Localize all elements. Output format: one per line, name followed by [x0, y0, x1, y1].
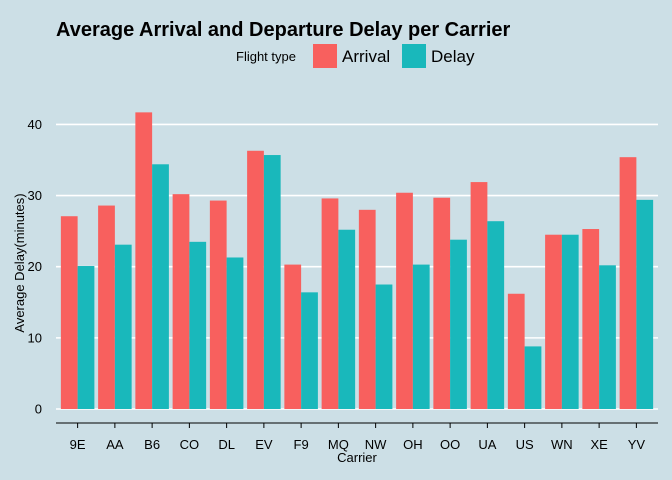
x-tick-label-wn: WN	[551, 437, 573, 452]
x-axis-label: Carrier	[337, 450, 377, 465]
x-tick-label-us: US	[516, 437, 534, 452]
bar-arrival-xe	[582, 229, 600, 409]
x-tick-label-9e: 9E	[70, 437, 86, 452]
bar-arrival-mq	[321, 198, 339, 409]
bar-arrival-f9	[284, 264, 302, 409]
x-tick-label-f9: F9	[294, 437, 309, 452]
bar-arrival-ua	[470, 182, 488, 409]
bar-arrival-aa	[98, 205, 115, 409]
y-tick-label-40: 40	[28, 117, 42, 132]
bar-arrival-oo	[433, 197, 451, 409]
bar-delay-ev	[263, 155, 281, 409]
legend-label-delay: Delay	[431, 47, 475, 66]
bar-arrival-oh	[396, 192, 413, 409]
x-tick-label-aa: AA	[106, 437, 124, 452]
bar-arrival-co	[172, 194, 190, 409]
x-tick-label-yv: YV	[628, 437, 646, 452]
bar-delay-b6	[152, 164, 169, 409]
bar-delay-ua	[487, 221, 505, 409]
bar-arrival-nw	[358, 209, 376, 409]
chart-title: Average Arrival and Departure Delay per …	[56, 19, 510, 41]
x-tick-label-oo: OO	[440, 437, 460, 452]
y-tick-label-30: 30	[28, 188, 42, 203]
bar-delay-co	[189, 241, 207, 409]
x-tick-label-ua: UA	[478, 437, 496, 452]
bar-delay-mq	[338, 229, 356, 409]
bar-arrival-9e	[60, 216, 78, 409]
y-axis-label: Average Delay(minutes)	[12, 193, 27, 332]
bar-delay-9e	[77, 266, 95, 409]
bars	[60, 112, 654, 410]
y-tick-label-10: 10	[28, 330, 42, 345]
bar-delay-nw	[375, 284, 393, 409]
x-tick-label-b6: B6	[144, 437, 160, 452]
x-tick-label-dl: DL	[218, 437, 235, 452]
bar-delay-oh	[412, 264, 430, 409]
bar-arrival-wn	[545, 234, 562, 409]
x-tick-label-mq: MQ	[328, 437, 349, 452]
legend: Flight type Arrival Delay	[236, 44, 475, 68]
legend-title: Flight type	[236, 49, 296, 64]
x-tick-label-oh: OH	[403, 437, 423, 452]
bar-arrival-dl	[209, 200, 227, 409]
bar-delay-xe	[599, 265, 616, 409]
bar-arrival-us	[507, 293, 525, 409]
bar-arrival-b6	[135, 112, 153, 410]
bar-delay-wn	[561, 234, 579, 409]
legend-label-arrival: Arrival	[342, 47, 390, 66]
x-tick-label-nw: NW	[365, 437, 387, 452]
x-tick-label-co: CO	[180, 437, 200, 452]
bar-delay-aa	[114, 244, 132, 409]
x-tick-label-xe: XE	[590, 437, 608, 452]
legend-swatch-delay	[402, 44, 426, 68]
bar-delay-f9	[301, 292, 318, 409]
legend-swatch-arrival	[313, 44, 337, 68]
y-tick-label-0: 0	[35, 402, 42, 417]
bar-delay-oo	[450, 239, 467, 409]
bar-delay-dl	[226, 257, 244, 409]
y-axis-ticks: 0 10 20 30 40	[28, 117, 42, 417]
bar-delay-us	[524, 346, 542, 409]
bar-delay-yv	[636, 199, 654, 409]
x-axis-ticks: 9E AA B6 CO DL EV F9 MQ NW OH OO UA US WN XE YV	[70, 423, 646, 452]
bar-arrival-ev	[247, 150, 264, 409]
x-tick-label-ev: EV	[255, 437, 273, 452]
bar-arrival-yv	[619, 157, 637, 409]
y-tick-label-20: 20	[28, 259, 42, 274]
